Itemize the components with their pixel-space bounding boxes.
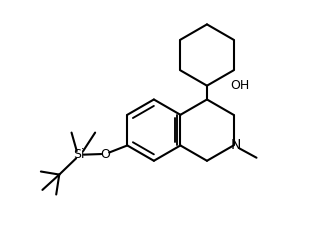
Text: O: O (100, 148, 110, 160)
Text: N: N (231, 138, 241, 153)
Text: Si: Si (74, 148, 85, 161)
Text: OH: OH (230, 79, 249, 92)
